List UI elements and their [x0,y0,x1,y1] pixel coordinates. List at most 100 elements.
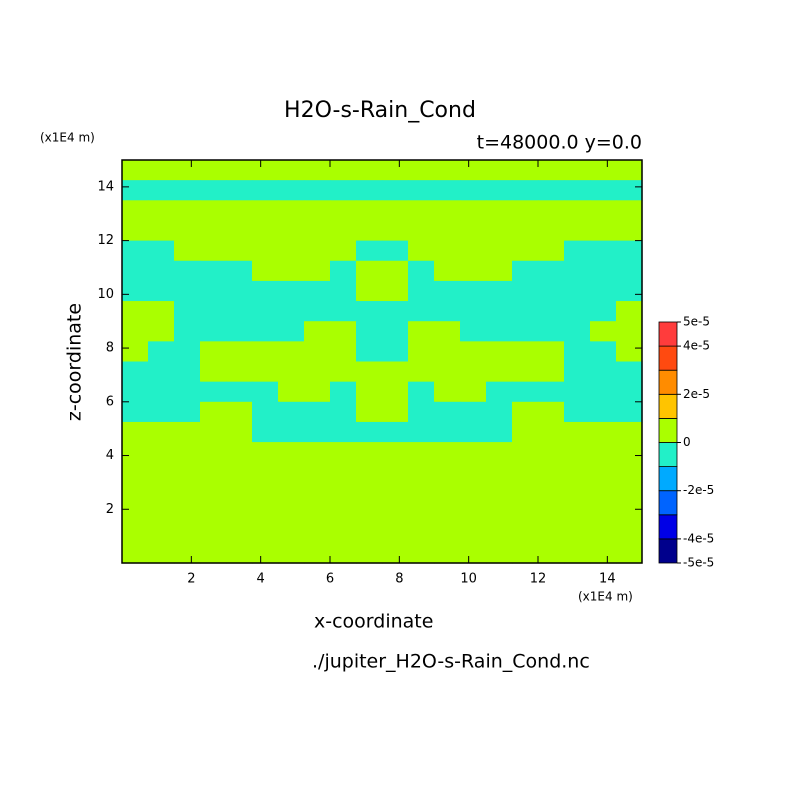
contour-cell [382,321,409,342]
contour-cell [538,462,565,483]
contour-cell [356,522,383,544]
contour-cell [200,180,227,201]
contour-cell [304,502,331,524]
contour-cell [148,220,175,242]
contour-cell [356,542,383,564]
colorbar-tick-label: 5e-5 [683,315,710,329]
contour-cell [590,421,617,443]
contour-cell [122,160,149,181]
contour-cell [356,220,383,242]
contour-cell [616,401,643,423]
contour-cell [616,421,643,443]
contour-cell [330,381,357,403]
y-tick-label: 14 [97,179,114,194]
contour-cell [226,341,253,363]
contour-cell [200,301,227,322]
contour-cell [330,421,357,443]
contour-cell [148,341,175,363]
contour-cell [330,442,357,463]
contour-cell [304,462,331,483]
contour-cell [590,502,617,524]
contour-cell [512,321,539,342]
contour-cell [330,220,357,242]
contour-cell [538,442,565,463]
contour-cell [590,321,617,342]
contour-cell [434,321,461,342]
contour-cell [278,522,305,544]
contour-cell [486,180,513,201]
contour-cell [200,361,227,383]
contour-cell [174,421,201,443]
contour-cell [278,260,305,282]
contour-cell [304,260,331,282]
contour-cell [408,321,435,342]
contour-cell [590,341,617,363]
contour-cell [564,160,591,181]
contour-cell [356,200,383,222]
contour-cell [226,502,253,524]
contour-cell [252,321,279,342]
contour-cell [330,160,357,181]
contour-cell [148,260,175,282]
contour-cell [226,200,253,222]
contour-cell [226,462,253,483]
contour-cell [564,200,591,222]
contour-cell [486,280,513,302]
colorbar-tick-label: -4e-5 [683,531,714,545]
colorbar-box [658,393,678,419]
contour-cell [590,462,617,483]
contour-cell [174,462,201,483]
contour-cell [486,381,513,403]
contour-cell [434,341,461,363]
contour-cell [408,542,435,564]
contour-cell [382,401,409,423]
contour-cell [122,200,149,222]
contour-cell [304,160,331,181]
contour-cell [460,321,487,342]
contour-cell [460,160,487,181]
contour-cell [460,220,487,242]
contour-cell [382,361,409,383]
contour-cell [434,160,461,181]
contour-cell [538,200,565,222]
contour-cell [252,341,279,363]
contour-cell [486,301,513,322]
contour-cell [616,321,643,342]
chart-subtitle: t=48000.0 y=0.0 [477,132,642,154]
contour-cell [434,421,461,443]
contour-cell [226,401,253,423]
contour-cell [226,220,253,242]
contour-cell [408,341,435,363]
contour-cell [304,482,331,504]
contour-cell [538,321,565,342]
contour-cell [278,341,305,363]
contour-cell [434,482,461,504]
contour-cell [486,361,513,383]
contour-cell [538,522,565,544]
contour-cell [538,240,565,262]
contour-cell [122,462,149,483]
contour-cell [460,200,487,222]
x-tick-label: 4 [257,572,265,587]
colorbar-tick-label: -2e-5 [683,483,714,497]
colorbar-tick-label: 2e-5 [683,387,710,401]
contour-cell [278,180,305,201]
contour-cell [226,381,253,403]
contour-cell [590,280,617,302]
contour-cell [174,522,201,544]
contour-cell [538,180,565,201]
y-tick-label: 6 [106,394,114,409]
contour-cell [538,280,565,302]
contour-cell [382,482,409,504]
contour-cell [174,321,201,342]
contour-cell [460,260,487,282]
y-tick-label: 2 [106,502,114,517]
contour-cell [148,442,175,463]
contour-cell [356,421,383,443]
contour-cell [460,240,487,262]
colorbar-box [658,466,678,492]
contour-cell [382,280,409,302]
contour-cell [304,220,331,242]
contour-cell [382,542,409,564]
contour-cell [252,260,279,282]
